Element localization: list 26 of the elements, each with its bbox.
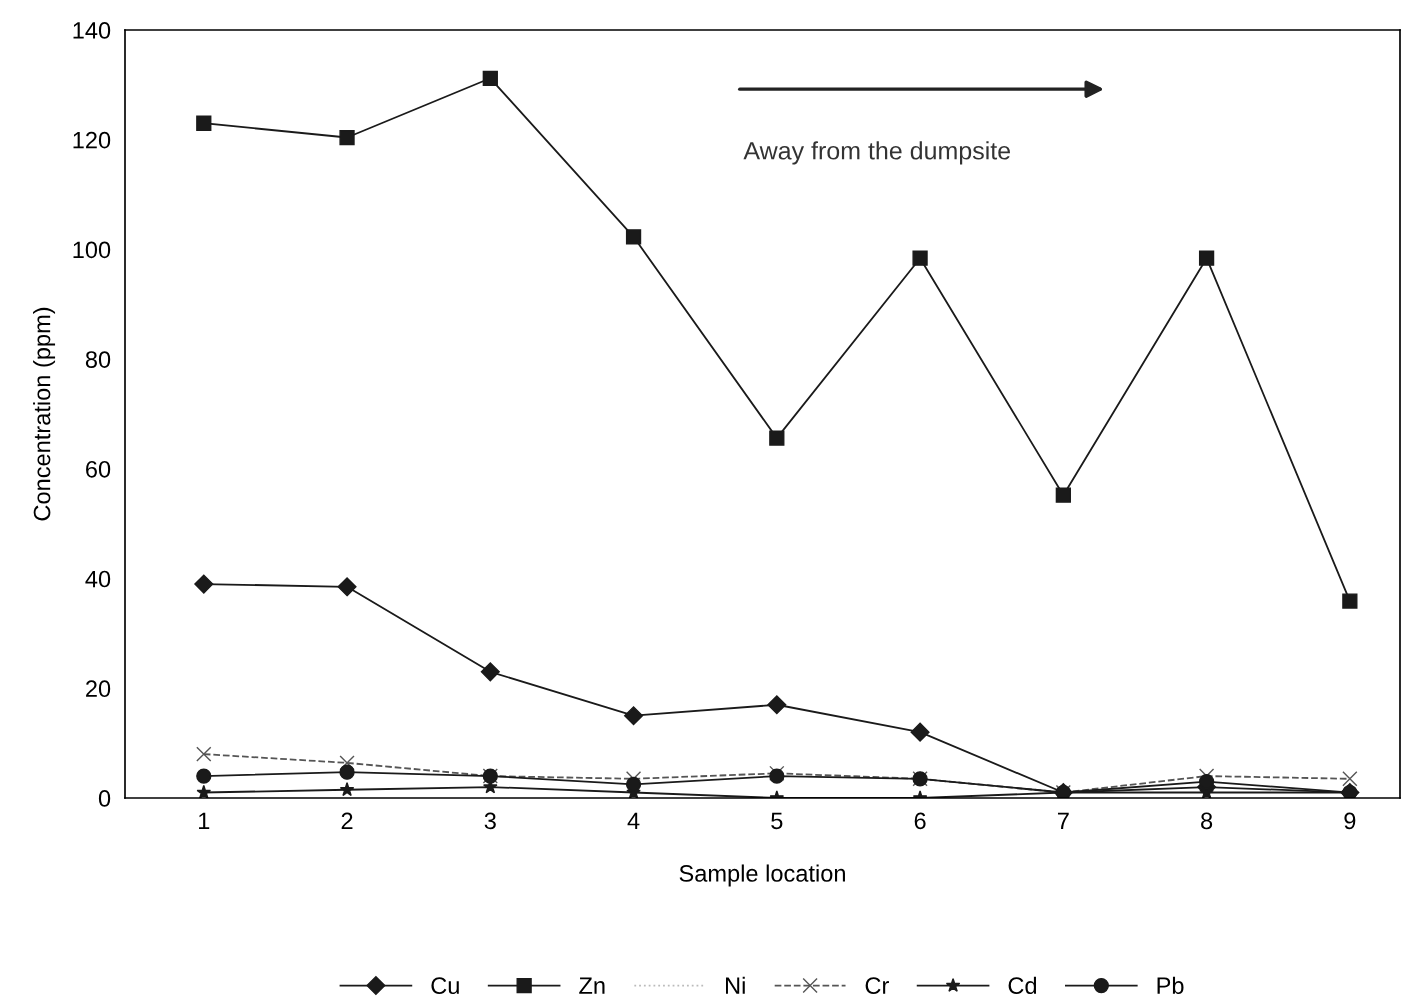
y-tick-label: 0 <box>98 790 111 807</box>
y-tick-label: 60 <box>86 460 111 478</box>
legend-label: Cr <box>865 977 889 995</box>
x-tick-label: 3 <box>484 812 496 830</box>
x-tick-label: 6 <box>914 812 926 830</box>
y-tick-label: 120 <box>73 131 111 149</box>
legend-label: Cd <box>1008 976 1037 995</box>
x-tick-label: 5 <box>771 812 783 830</box>
legend-label: Ni <box>726 976 745 994</box>
y-tick-label: 40 <box>85 570 111 588</box>
y-tick-label: 80 <box>85 351 111 368</box>
x-axis-title: Sample location <box>679 864 845 887</box>
legend-label: Cu <box>431 977 459 995</box>
y-tick-label: 100 <box>73 241 111 259</box>
legend-label: Pb <box>1157 976 1184 995</box>
x-tick-label: 7 <box>1057 812 1069 829</box>
x-tick-label: 8 <box>1201 812 1213 830</box>
x-tick-label: 2 <box>341 812 353 829</box>
x-tick-label: 4 <box>627 812 640 829</box>
y-axis-title: Concentration (ppm) <box>33 307 56 521</box>
x-tick-label: 9 <box>1344 812 1356 830</box>
x-tick-label: 1 <box>199 812 210 829</box>
annotation: Away from the dumpsite <box>743 141 1011 165</box>
y-tick-label: 140 <box>73 22 111 39</box>
y-tick-label: 20 <box>86 680 111 698</box>
legend-label: Zn <box>579 977 605 994</box>
